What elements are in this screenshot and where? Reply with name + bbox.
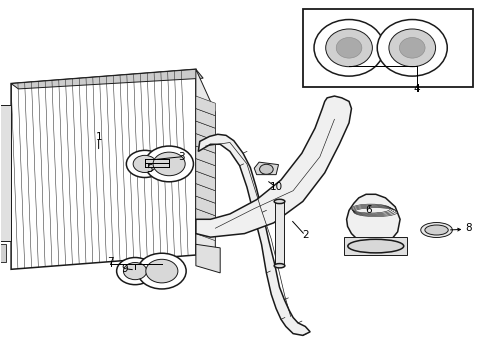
Ellipse shape <box>144 146 193 182</box>
Polygon shape <box>196 208 215 228</box>
Bar <box>0 244 6 262</box>
Ellipse shape <box>116 257 153 285</box>
Polygon shape <box>198 134 309 336</box>
Ellipse shape <box>274 199 285 203</box>
Polygon shape <box>196 158 215 178</box>
Polygon shape <box>196 134 215 153</box>
Ellipse shape <box>259 164 273 174</box>
Ellipse shape <box>126 150 163 177</box>
Ellipse shape <box>376 19 447 76</box>
Polygon shape <box>346 194 399 244</box>
Polygon shape <box>196 221 215 241</box>
Ellipse shape <box>313 19 383 76</box>
Bar <box>302 9 472 87</box>
Polygon shape <box>196 196 215 216</box>
Ellipse shape <box>325 29 372 67</box>
Polygon shape <box>196 121 215 141</box>
Polygon shape <box>274 202 284 266</box>
Text: 9: 9 <box>121 264 127 274</box>
Text: 1: 1 <box>95 132 102 142</box>
Text: 7: 7 <box>107 257 114 267</box>
Ellipse shape <box>336 37 361 58</box>
Ellipse shape <box>137 253 186 289</box>
Polygon shape <box>196 96 215 116</box>
Ellipse shape <box>153 152 185 176</box>
Ellipse shape <box>274 264 285 268</box>
Text: 6: 6 <box>365 205 371 215</box>
Polygon shape <box>196 96 351 237</box>
Ellipse shape <box>399 37 424 58</box>
Polygon shape <box>344 237 407 255</box>
Polygon shape <box>11 69 203 89</box>
Polygon shape <box>196 69 215 262</box>
Polygon shape <box>0 105 11 241</box>
Text: 8: 8 <box>464 223 470 233</box>
Ellipse shape <box>145 259 178 283</box>
Ellipse shape <box>123 262 146 280</box>
Text: 4: 4 <box>413 84 420 94</box>
Polygon shape <box>254 162 278 175</box>
Polygon shape <box>11 69 196 269</box>
Text: 10: 10 <box>269 182 282 192</box>
Text: 2: 2 <box>302 230 308 240</box>
Text: 5: 5 <box>146 163 153 174</box>
Ellipse shape <box>133 156 156 172</box>
Polygon shape <box>196 109 215 128</box>
Polygon shape <box>196 171 215 191</box>
Ellipse shape <box>388 29 435 67</box>
Polygon shape <box>196 146 215 166</box>
Ellipse shape <box>420 222 451 238</box>
Ellipse shape <box>347 239 403 253</box>
Polygon shape <box>196 244 220 273</box>
Text: 3: 3 <box>178 152 184 162</box>
Polygon shape <box>196 184 215 203</box>
Ellipse shape <box>424 225 447 235</box>
